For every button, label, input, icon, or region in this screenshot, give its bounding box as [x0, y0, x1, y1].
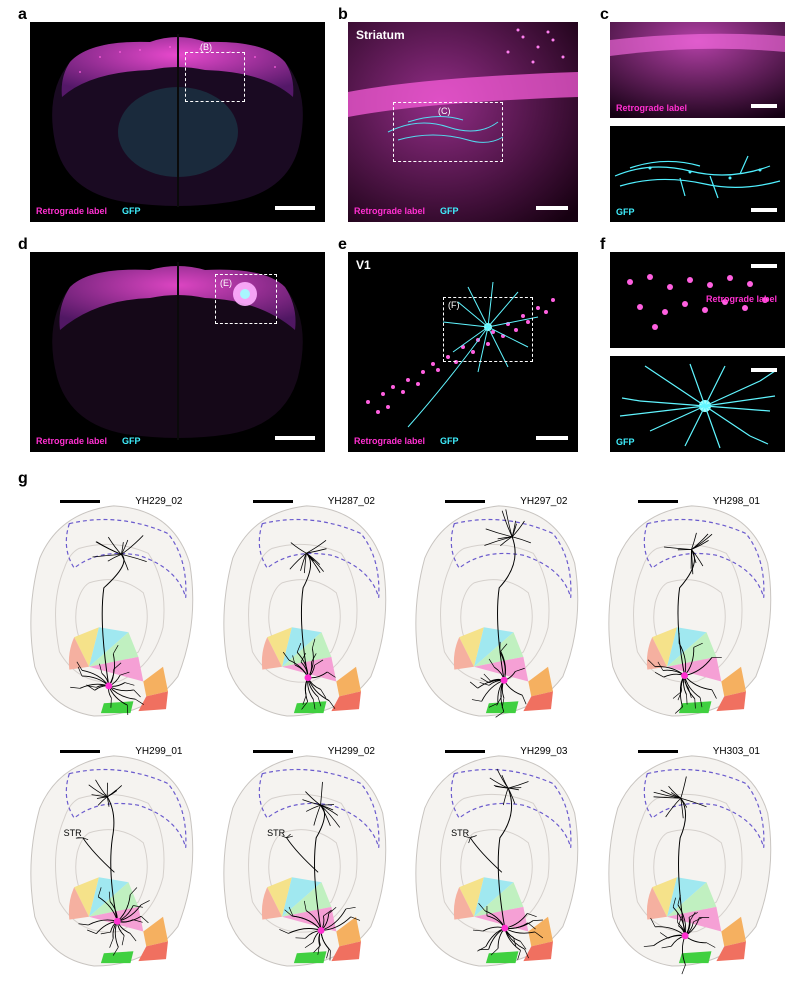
hemi-svg	[20, 490, 203, 730]
label-g: g	[18, 470, 28, 488]
panel-c-bottom-scalebar	[751, 208, 777, 212]
panel-g-cell: YH303_01	[598, 740, 781, 980]
panel-b-legend-gfp: GFP	[440, 206, 459, 216]
label-a: a	[18, 6, 27, 24]
label-b: b	[338, 6, 348, 24]
panel-d-legend-retro: Retrograde label	[36, 436, 107, 446]
panel-b-legend-retro: Retrograde label	[354, 206, 425, 216]
panel-d-inset-label: (E)	[220, 278, 232, 288]
hemi-svg	[405, 740, 588, 980]
hemi-svg	[20, 740, 203, 980]
panel-e-legend-retro: Retrograde label	[354, 436, 425, 446]
panel-g-cell: YH299_01 STR	[20, 740, 203, 980]
panel-c-bottom-label: GFP	[616, 207, 635, 217]
panel-b-scalebar	[536, 206, 568, 210]
panel-a-legend-gfp: GFP	[122, 206, 141, 216]
panel-a-inset-box	[185, 52, 245, 102]
panel-c-top-label: Retrograde label	[616, 103, 687, 113]
hemi-svg	[405, 490, 588, 730]
panel-a-scalebar	[275, 206, 315, 210]
panel-e-legend-gfp: GFP	[440, 436, 459, 446]
panel-g-cell: YH297_02	[405, 490, 588, 730]
panel-c-bottom: GFP	[610, 126, 785, 222]
panel-f-top-label: Retrograde label	[706, 294, 777, 304]
panel-a-inset-label: (B)	[200, 42, 212, 52]
label-e: e	[338, 236, 347, 254]
panel-g-grid: YH229_02 YH287_02 YH297_02 YH298_01	[20, 490, 780, 980]
label-d: d	[18, 236, 28, 254]
panel-d-legend-gfp: GFP	[122, 436, 141, 446]
label-f: f	[600, 236, 605, 254]
hemi-svg	[213, 490, 396, 730]
panel-f-top-scalebar	[751, 264, 777, 268]
panel-b: Striatum (C) Retrograde label GFP	[348, 22, 578, 222]
str-label: STR	[451, 828, 469, 838]
hemi-svg	[213, 740, 396, 980]
panel-b-title: Striatum	[356, 28, 405, 42]
str-label: STR	[267, 828, 285, 838]
label-c: c	[600, 6, 609, 24]
panel-e: V1 (F) Retrograde label GFP	[348, 252, 578, 452]
panel-a-legend-retro: Retrograde label	[36, 206, 107, 216]
panel-f-bottom: GFP	[610, 356, 785, 452]
panel-e-scalebar	[536, 436, 568, 440]
hemi-svg	[598, 490, 781, 730]
panel-e-inset-label: (F)	[448, 300, 460, 310]
panel-e-title: V1	[356, 258, 371, 272]
panel-g-cell: YH287_02	[213, 490, 396, 730]
panel-d: (E) Retrograde label GFP	[30, 252, 325, 452]
panel-f-bottom-label: GFP	[616, 437, 635, 447]
panel-b-inset-label: (C)	[438, 106, 451, 116]
panel-g-cell: YH299_02 STR	[213, 740, 396, 980]
str-label: STR	[64, 828, 82, 838]
panel-c-top-scalebar	[751, 104, 777, 108]
panel-g-cell: YH299_03 STR	[405, 740, 588, 980]
panel-a: (B) Retrograde label GFP	[30, 22, 325, 222]
panel-d-scalebar	[275, 436, 315, 440]
panel-c-top: Retrograde label	[610, 22, 785, 118]
brain-a-svg	[30, 22, 325, 222]
panel-g-cell: YH298_01	[598, 490, 781, 730]
panel-g-cell: YH229_02	[20, 490, 203, 730]
panel-f-bottom-scalebar	[751, 368, 777, 372]
panel-f-top: Retrograde label	[610, 252, 785, 348]
hemi-svg	[598, 740, 781, 980]
